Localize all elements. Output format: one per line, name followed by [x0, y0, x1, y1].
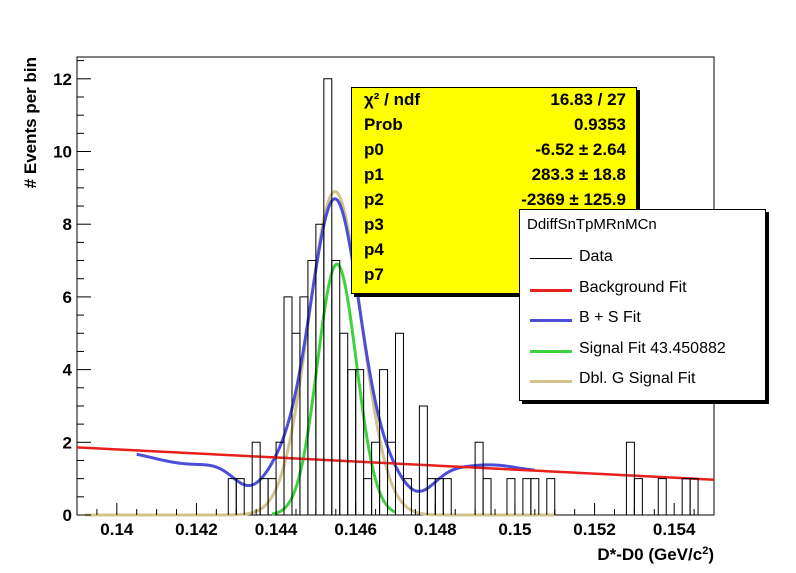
legend-label: Data: [579, 248, 613, 265]
x-tick-label: 0.142: [175, 520, 218, 539]
legend-entry: Signal Fit 43.450882: [520, 336, 765, 366]
legend-label: Background Fit: [579, 278, 687, 296]
y-tick-label: 12: [53, 70, 72, 89]
x-tick-label: 0.15: [498, 520, 531, 539]
y-tick-label: 0: [63, 506, 72, 525]
histogram-bin: [418, 405, 428, 515]
histogram-bin: [657, 478, 667, 515]
histogram-bin: [633, 478, 643, 515]
stat-name: p1: [364, 165, 384, 184]
stat-value: -2369 ± 125.9: [521, 190, 626, 209]
legend-label: Signal Fit 43.450882: [579, 339, 726, 357]
histogram-bin: [395, 332, 404, 515]
histogram-bin: [546, 478, 556, 515]
y-axis-title: # Events per bin: [21, 57, 40, 188]
stat-name: p0: [364, 140, 384, 159]
y-tick-label: 6: [63, 288, 72, 307]
stat-value: 0.9353: [574, 115, 626, 134]
stat-value: 16.83 / 27: [550, 90, 626, 109]
legend-entry: Background Fit: [520, 275, 765, 305]
legend-swatch: [530, 349, 572, 353]
legend-header: DdiffSnTpMRnMCn: [527, 216, 657, 233]
x-tick-label: 0.144: [255, 520, 298, 539]
stat-name: p4: [364, 240, 384, 259]
histogram-bin: [235, 478, 245, 515]
histogram-bin: [355, 369, 365, 515]
legend-label: B + S Fit: [579, 309, 641, 326]
x-tick-label: 0.154: [653, 520, 696, 539]
histogram-bin: [530, 478, 540, 515]
axes-layer: 0.14 0.142 0.144 0.146 0.148 0.15 0.152 0.154 0 2…: [53, 60, 696, 539]
stat-value: 283.3 ± 18.8: [531, 165, 626, 184]
y-tick-label: 2: [63, 433, 72, 452]
histogram-bin: [402, 478, 412, 515]
histogram-bin: [482, 478, 492, 515]
x-tick-label: 0.148: [414, 520, 457, 539]
stat-name: Prob: [364, 115, 403, 134]
x-tick-label: 0.14: [100, 520, 134, 539]
stat-name: χ² / ndf: [364, 90, 421, 109]
x-tick-label: 0.152: [573, 520, 616, 539]
x-tick-label: 0.146: [334, 520, 377, 539]
legend-swatch: [530, 380, 572, 383]
histogram-bin: [689, 478, 699, 515]
signal-fit-curve: [270, 262, 397, 516]
y-tick-label: 4: [63, 361, 73, 380]
y-tick-label: 10: [53, 143, 72, 162]
x-axis-title: D*-D0 (GeV/c2): [597, 545, 714, 564]
y-tick-label: 8: [63, 215, 72, 234]
legend: DdiffSnTpMRnMCn Data Background Fit B + S …: [519, 209, 766, 401]
stat-name: p7: [364, 265, 384, 284]
legend-swatch: [530, 258, 572, 259]
legend-swatch: [530, 319, 572, 322]
histogram-layer: [227, 78, 699, 515]
stat-value: -6.52 ± 2.64: [535, 140, 626, 159]
legend-swatch: [530, 288, 572, 292]
legend-entry: B + S Fit: [520, 305, 765, 335]
legend-label: Dbl. G Signal Fit: [579, 370, 696, 387]
stat-name: p2: [364, 190, 384, 209]
stat-name: p3: [364, 215, 384, 234]
histogram-bin: [442, 478, 452, 515]
histogram-bin: [506, 478, 516, 515]
legend-entry: Data: [520, 244, 765, 274]
legend-entry: Dbl. G Signal Fit: [520, 366, 765, 396]
